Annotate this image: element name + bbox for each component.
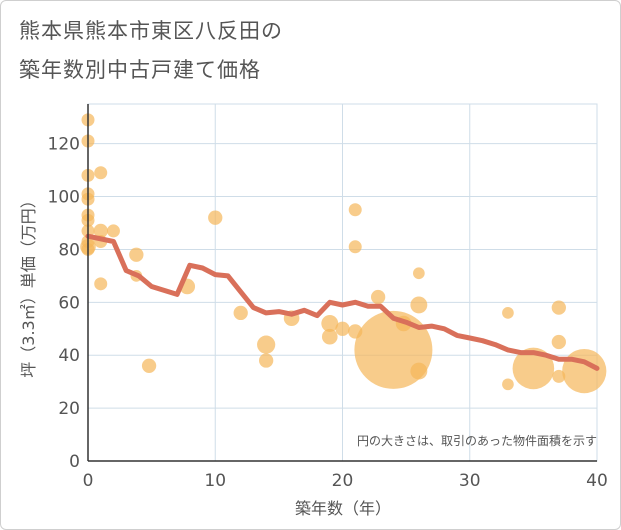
data-point-bubble — [413, 267, 425, 280]
data-point-bubble — [141, 358, 157, 373]
y-tick-label: 0 — [69, 452, 80, 472]
data-point-bubble — [370, 289, 386, 305]
data-point-bubble — [233, 305, 248, 321]
data-point-bubble — [94, 277, 108, 291]
x-axis-title: 築年数（年） — [295, 499, 391, 518]
y-tick-label: 80 — [58, 240, 80, 260]
chart-title-line-2: 築年数別中古戸建て価格 — [19, 58, 261, 82]
bubble-size-note: 円の大きさは、取引のあった物件面積を示す — [357, 433, 597, 448]
trend-line-layer — [85, 233, 600, 371]
data-point-bubble — [208, 210, 223, 225]
data-point-bubble — [348, 240, 362, 254]
data-point-bubble — [512, 347, 555, 390]
y-tick-label: 40 — [58, 346, 80, 366]
x-tick-label: 30 — [459, 471, 481, 491]
data-point-bubble — [410, 362, 428, 380]
data-point-bubble — [348, 203, 362, 217]
data-point-bubble — [94, 166, 108, 180]
bubble-layer — [80, 113, 607, 394]
y-tick-label: 120 — [48, 135, 80, 155]
data-point-bubble — [551, 300, 566, 315]
x-tick-label: 0 — [83, 471, 94, 491]
y-tick-label: 100 — [48, 188, 80, 208]
data-point-bubble — [502, 307, 514, 319]
data-point-bubble — [551, 334, 566, 350]
data-point-bubble — [562, 348, 607, 394]
x-tick-label: 10 — [204, 471, 226, 491]
data-point-bubble — [129, 247, 144, 262]
x-tick-label: 40 — [586, 471, 608, 491]
y-axis-title: 坪（3.3㎡）単価（万円） — [19, 192, 38, 377]
data-point-bubble — [321, 315, 339, 332]
chart-title-line-1: 熊本県熊本市東区八反田の — [19, 19, 283, 43]
x-tick-label: 20 — [332, 471, 354, 491]
data-point-bubble — [321, 328, 338, 345]
grid-layer — [87, 103, 598, 462]
data-point-bubble — [257, 335, 276, 354]
data-point-bubble — [93, 223, 108, 239]
axis-layer: 0 10 20 30 40 0 20 40 60 80 100 120 — [48, 104, 608, 491]
data-point-bubble — [335, 321, 350, 336]
trend-line — [85, 233, 600, 371]
data-point-bubble — [410, 296, 428, 314]
y-tick-label: 20 — [58, 399, 80, 419]
data-point-bubble — [502, 378, 514, 391]
data-point-bubble — [259, 353, 274, 368]
data-point-bubble — [552, 369, 566, 383]
y-tick-label: 60 — [58, 293, 80, 313]
data-point-bubble — [106, 224, 120, 238]
